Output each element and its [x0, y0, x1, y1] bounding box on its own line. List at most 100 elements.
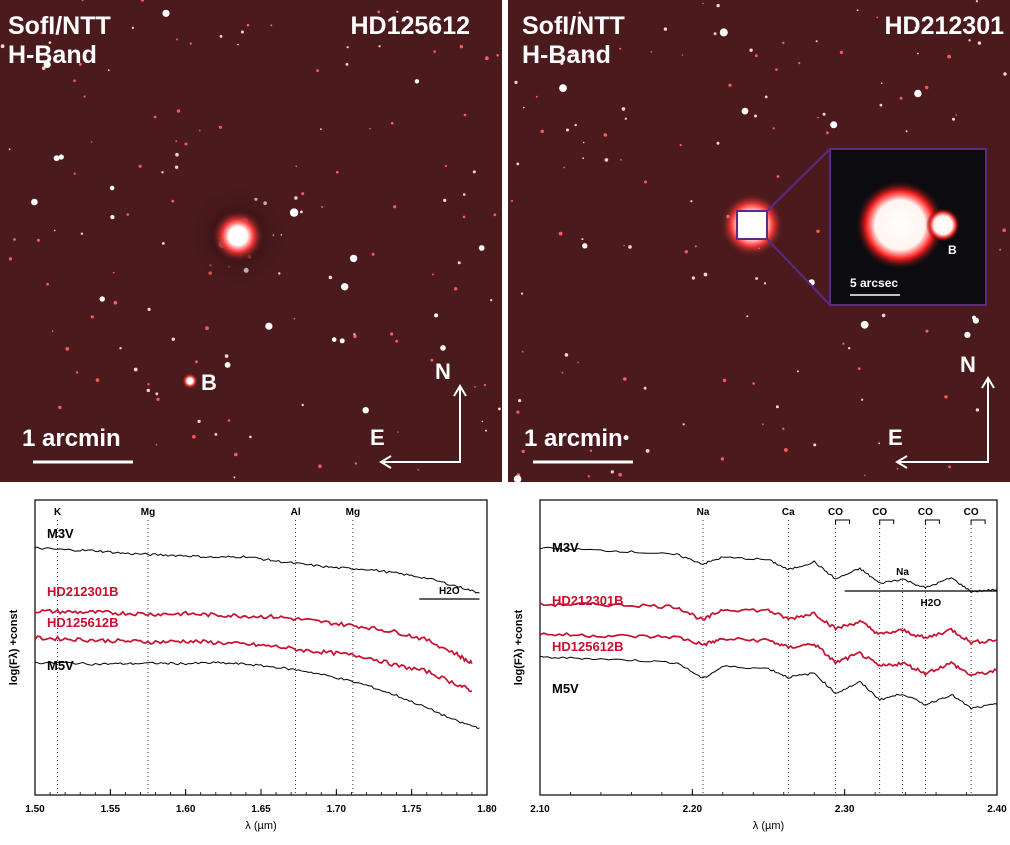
star — [1003, 72, 1007, 76]
star — [147, 383, 150, 386]
star — [393, 205, 397, 209]
star — [968, 39, 971, 42]
star — [0, 44, 5, 49]
star — [728, 83, 732, 87]
star — [237, 43, 239, 46]
feature-label: Ca — [782, 507, 795, 518]
star — [73, 172, 76, 175]
star — [341, 283, 349, 291]
star — [516, 410, 520, 414]
star — [925, 85, 929, 90]
star — [754, 54, 758, 58]
x-tick-label: 1.65 — [251, 804, 271, 815]
compass-north-label: N — [960, 352, 976, 377]
x-axis-label: λ (µm) — [753, 820, 784, 832]
feature-label: Na — [697, 507, 710, 518]
star — [175, 140, 178, 143]
star — [560, 61, 564, 65]
star — [224, 362, 231, 368]
star — [514, 80, 518, 84]
star — [694, 245, 697, 248]
h2o-band-label: H2O — [439, 586, 460, 597]
star — [339, 338, 345, 344]
star — [214, 433, 218, 436]
star — [621, 107, 626, 111]
star — [856, 9, 859, 12]
star — [218, 125, 223, 129]
series-line — [34, 635, 473, 693]
star — [623, 435, 629, 441]
star — [346, 46, 349, 49]
star — [81, 0, 84, 2]
feature-label: Mg — [346, 507, 360, 518]
star — [289, 208, 299, 217]
star — [43, 60, 51, 69]
band-label: H-Band — [8, 41, 97, 69]
star — [618, 472, 622, 477]
star — [947, 54, 951, 59]
star — [589, 449, 593, 452]
star — [478, 245, 485, 251]
star — [582, 243, 588, 249]
star — [513, 475, 522, 482]
star — [521, 449, 525, 453]
star — [564, 353, 569, 357]
series-line — [34, 546, 480, 594]
star — [690, 200, 693, 203]
star — [162, 9, 170, 17]
series-line — [539, 601, 998, 646]
star — [776, 175, 780, 178]
star — [99, 296, 105, 302]
star — [880, 82, 883, 85]
star — [240, 30, 244, 34]
star — [761, 423, 764, 426]
plot-frame — [34, 499, 488, 796]
star — [110, 215, 115, 220]
star — [619, 47, 622, 50]
star — [472, 170, 476, 174]
star — [782, 41, 785, 45]
star — [952, 117, 955, 121]
star — [318, 464, 322, 469]
star — [716, 3, 720, 8]
star — [171, 199, 175, 203]
star — [40, 31, 43, 35]
star — [349, 254, 358, 263]
star — [518, 399, 522, 403]
compass-east-label: E — [888, 425, 903, 450]
star — [321, 206, 324, 208]
star — [171, 337, 175, 341]
co-bandhead-bracket — [835, 519, 851, 525]
star — [722, 378, 727, 383]
compass-north-label: N — [435, 359, 451, 384]
star — [176, 109, 181, 113]
star — [354, 462, 358, 465]
star — [485, 56, 489, 61]
inset-scale-label: 5 arcsec — [850, 276, 899, 290]
star — [300, 210, 303, 214]
star — [156, 397, 160, 401]
star — [540, 129, 544, 134]
instrument-label: SofI/NTT — [522, 12, 625, 40]
series-label: HD212301B — [47, 584, 119, 599]
star — [36, 238, 40, 242]
star — [133, 367, 138, 372]
star — [914, 26, 917, 29]
star — [864, 474, 866, 477]
star — [353, 334, 357, 339]
star — [58, 405, 62, 410]
star — [623, 244, 625, 247]
star — [603, 133, 608, 137]
zoom-box — [736, 210, 768, 240]
star — [417, 468, 420, 471]
star — [434, 313, 439, 318]
x-tick-label: 2.10 — [530, 804, 550, 815]
star — [454, 287, 458, 291]
star — [764, 95, 768, 99]
star — [457, 261, 461, 265]
star — [496, 54, 499, 57]
series-label: HD125612B — [47, 615, 119, 630]
star — [881, 313, 886, 318]
star — [395, 339, 399, 343]
star — [397, 431, 400, 433]
